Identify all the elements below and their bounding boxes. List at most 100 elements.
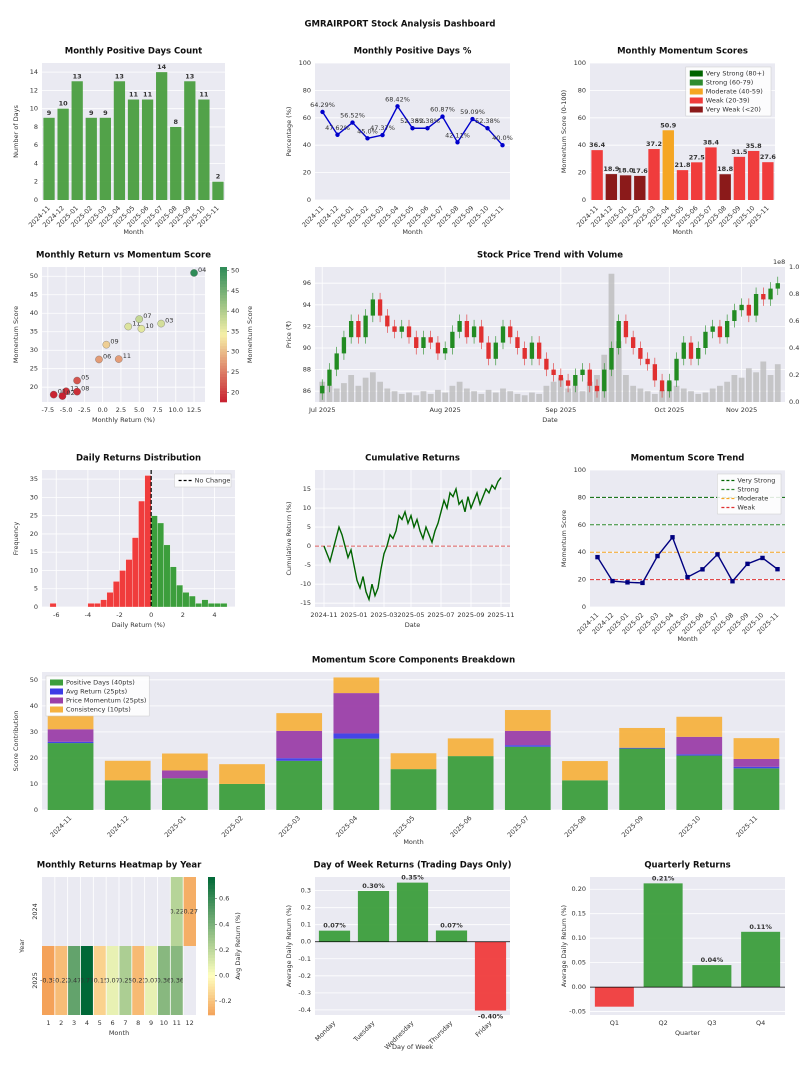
y-tick-label: 60 [303, 114, 311, 122]
bar-segment [619, 727, 665, 748]
y-tick-label: 0.3 [301, 887, 311, 895]
candle-body [399, 326, 404, 332]
candle-body [609, 348, 614, 370]
bar-segment [47, 741, 94, 744]
y-tick-label: 10 [30, 105, 38, 113]
histogram-bar [113, 581, 120, 608]
colorbar-segment [220, 320, 227, 324]
volume-bar [644, 391, 651, 402]
histogram-bar [220, 603, 228, 608]
cell-label: 0.07 [144, 977, 158, 985]
value-label: 45.0% [357, 127, 378, 135]
bar-segment [47, 729, 94, 742]
colorbar-segment [220, 359, 227, 363]
colorbar-segment [208, 974, 215, 978]
value-label: 2 [216, 173, 221, 181]
legend-label: Weak (20-39) [706, 97, 750, 105]
legend-label: Very Weak (<20) [706, 106, 761, 114]
legend-swatch [50, 697, 63, 704]
x-tick-label: 2025-09 [457, 611, 484, 619]
y-tick-label: 25 [30, 365, 38, 373]
x-axis-label: Date [405, 621, 421, 629]
colorbar-segment [208, 1012, 215, 1016]
colorbar-segment [208, 954, 215, 958]
colorbar-segment [208, 983, 215, 987]
y2-tick-label: 0.8 [789, 290, 799, 298]
colorbar-segment [208, 920, 215, 924]
value-label: 59.09% [460, 108, 485, 116]
colorbar-segment [208, 1003, 215, 1007]
colorbar-segment [220, 331, 227, 335]
legend-swatch [689, 97, 703, 104]
heatmap-cell [106, 946, 119, 1015]
colorbar-tick-label: 45 [231, 287, 239, 295]
point [135, 315, 143, 323]
candle-body [450, 331, 455, 348]
value-label: 36.4 [589, 141, 606, 149]
value-label: 60.87% [430, 106, 455, 114]
value-label: 21.8 [674, 161, 691, 169]
colorbar-tick-label: 0.4 [219, 920, 229, 928]
colorbar-segment [220, 345, 227, 349]
colorbar-segment [208, 902, 215, 907]
cell-label: 0.25 [118, 977, 132, 985]
volume-bar [500, 388, 506, 402]
colorbar-segment [208, 948, 215, 953]
bar [692, 965, 732, 988]
cell-label: 0.36 [170, 977, 184, 985]
bar [198, 99, 210, 200]
x-tick-label: 2025-03 [277, 814, 302, 839]
x-axis-label: Month [109, 1029, 129, 1037]
y-tick-label: -0.4 [298, 1006, 311, 1014]
volume-bar [478, 393, 485, 402]
x-tick-label: -4 [85, 611, 91, 619]
volume-bar [326, 385, 333, 402]
value-label: 9 [89, 109, 94, 117]
bar [634, 175, 646, 200]
volume-bar [651, 393, 658, 402]
point-label: 01 [58, 388, 66, 396]
value-label: 68.42% [385, 95, 410, 103]
point [157, 319, 165, 328]
x-tick-label: -5.0 [60, 406, 73, 414]
heatmap-cell [170, 877, 184, 946]
heatmap-cell [54, 946, 68, 1015]
colorbar-segment [208, 888, 215, 892]
colorbar-segment [220, 317, 227, 321]
candle-body [442, 348, 448, 354]
colorbar-tick-label: 35 [231, 327, 239, 335]
colorbar-segment [220, 309, 227, 313]
y-tick-label: 0.00 [572, 983, 586, 991]
plot-area [315, 470, 510, 607]
candle-body [696, 348, 701, 359]
colorbar-segment [208, 885, 215, 889]
x-tick-label: 2025-03 [370, 611, 397, 619]
candle-body [471, 326, 477, 338]
y-tick-label: 10 [303, 504, 311, 512]
colorbar-segment [220, 340, 227, 344]
bar [71, 81, 83, 200]
x-tick-label: 3 [72, 1019, 76, 1027]
candle-body [536, 342, 542, 359]
value-label: 0.11% [749, 923, 772, 931]
legend-label: Consistency (10pts) [66, 706, 131, 714]
y-tick-label: 20 [578, 576, 586, 584]
candle-body [551, 369, 556, 375]
colorbar-segment [208, 897, 215, 901]
y-tick-label: 30 [30, 728, 38, 736]
bar [85, 117, 97, 200]
value-label: 11 [129, 91, 139, 99]
y-tick-label: 80 [578, 493, 586, 501]
volume-bar [420, 391, 427, 402]
colorbar-segment [220, 351, 227, 355]
candle-body [732, 310, 737, 321]
candle-body [739, 304, 744, 311]
chart-title: Monthly Returns Heatmap by Year [37, 861, 202, 871]
chart-title: Stock Price Trend with Volume [477, 251, 623, 261]
bar [691, 162, 703, 200]
y-tick-label: 0 [307, 196, 311, 204]
y-tick-label: 10 [30, 566, 38, 574]
colorbar-segment [208, 994, 215, 999]
value-label: 9 [47, 109, 52, 117]
